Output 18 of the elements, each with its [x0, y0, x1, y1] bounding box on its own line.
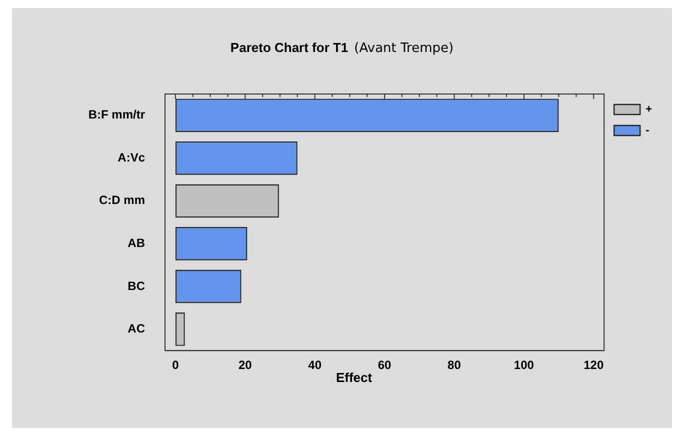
y-tick-label: B:F mm/tr: [88, 108, 146, 122]
x-axis-title: Effect: [336, 370, 372, 385]
y-tick-label: AC: [128, 322, 146, 336]
x-tick-label: 80: [448, 358, 462, 372]
x-tick-label: 120: [584, 358, 604, 372]
x-tick-label: 0: [172, 358, 180, 372]
x-tick-label: 40: [308, 358, 322, 372]
chart-subtitle: (Avant Trempe): [354, 41, 454, 56]
x-tick-label: 60: [378, 358, 392, 372]
y-tick-label: BC: [128, 278, 146, 293]
x-tick-label: 100: [514, 358, 534, 372]
legend-label: +: [646, 104, 652, 116]
legend-label: -: [646, 124, 650, 137]
y-tick-label: A:Vc: [118, 150, 146, 164]
y-tick-label: C:D mm: [98, 193, 145, 208]
y-tick-label: AB: [128, 236, 146, 250]
x-tick-label: 20: [238, 358, 252, 372]
chart-title: Pareto Chart for T1: [230, 40, 348, 55]
